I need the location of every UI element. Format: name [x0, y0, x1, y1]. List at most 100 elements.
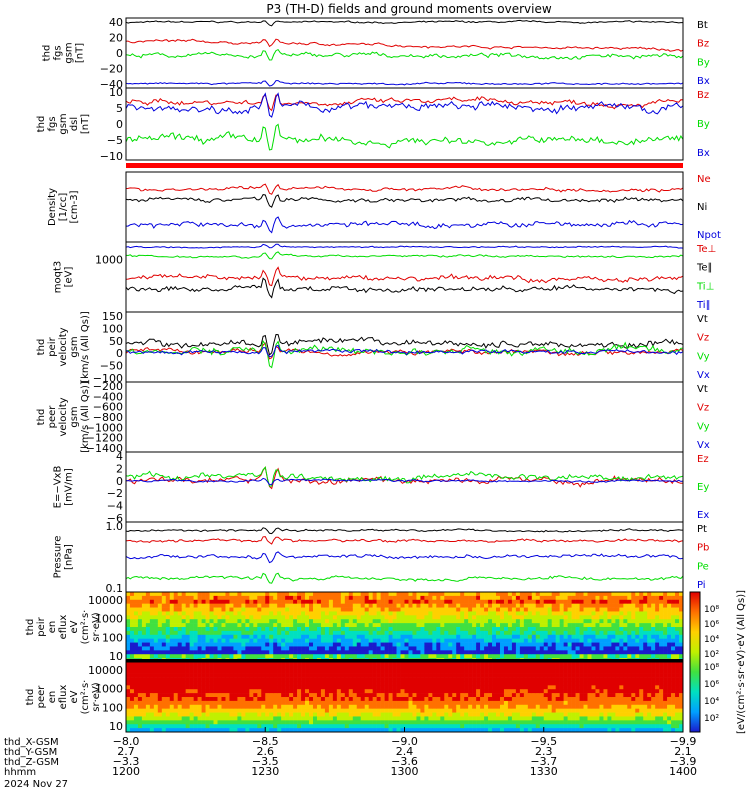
panel-9-cell	[225, 630, 230, 636]
panel-9-cell	[273, 592, 278, 597]
panel-10-cell	[249, 697, 254, 702]
panel-10-cell	[352, 662, 358, 667]
panel-9-cell	[169, 607, 175, 612]
panel-10-cell	[555, 685, 560, 690]
panel-10-cell	[456, 669, 461, 674]
panel-9-cell	[309, 630, 314, 636]
panel-9-cell	[428, 650, 433, 655]
panel-10-cell	[591, 673, 596, 678]
panel-10-cell	[348, 720, 354, 725]
panel-9-cell	[428, 615, 433, 620]
panel-9-cell	[503, 638, 509, 643]
panel-9-cell	[527, 630, 533, 636]
panel-4-ylabel-line-1: moqt3	[53, 261, 64, 294]
panel-10-cell	[305, 728, 310, 733]
panel-9-cell	[488, 654, 493, 659]
panel-10-cell	[165, 681, 171, 686]
panel-10-cell	[468, 720, 473, 725]
panel-9-cell	[591, 638, 596, 643]
panel-9-cell	[157, 619, 163, 624]
panel-10-cell	[615, 689, 620, 694]
panel-10-cell	[480, 724, 485, 729]
panel-9-cell	[452, 603, 457, 608]
panel-8-ytick-1: 1.0	[106, 520, 124, 533]
panel-10-cell	[595, 681, 600, 686]
panel-1-ytick-1: 40	[109, 16, 123, 29]
panel-9-cell	[348, 634, 354, 639]
panel-9-cell	[169, 627, 175, 632]
panel-9-cell	[503, 607, 509, 612]
panel-9-cell	[555, 630, 560, 636]
panel-9-cell	[400, 607, 405, 612]
panel-9-cell	[305, 650, 310, 655]
panel-9-cell	[623, 646, 628, 651]
panel-9-cell	[388, 603, 393, 608]
panel-9-cell	[336, 630, 342, 636]
panel-10-cell	[293, 697, 298, 702]
panel-9-cell	[253, 599, 258, 604]
panel-9-cell	[583, 615, 588, 620]
panel-9-cell	[269, 603, 274, 608]
panel-10-cell	[126, 693, 131, 698]
panel-10-cell	[133, 673, 139, 678]
panel-9-cell	[193, 615, 198, 620]
panel-10-cell	[615, 712, 620, 717]
panel-10-cell	[301, 677, 306, 682]
panel-10-cell	[400, 716, 405, 721]
panel-9-cell	[484, 595, 489, 601]
panel-10-cell	[623, 689, 628, 694]
panel-10-cell	[285, 724, 290, 729]
panel-9-cell	[412, 611, 417, 616]
panel-10-cell	[484, 665, 489, 671]
panel-9-cell	[611, 592, 616, 597]
panel-10-cell	[364, 712, 369, 717]
panel-9-cell	[189, 630, 194, 636]
panel-9-cell	[336, 615, 342, 620]
panel-10-cell	[316, 685, 322, 690]
panel-10-cell	[440, 693, 445, 698]
panel-10-cell	[531, 700, 537, 706]
panel-10-cell	[543, 677, 549, 682]
panel-9-cell	[344, 654, 350, 659]
panel-10-cell	[591, 697, 596, 702]
panel-9-cell	[543, 607, 549, 612]
panel-9-cell	[440, 638, 445, 643]
panel-10-cell	[444, 665, 449, 671]
panel-10-cell	[511, 720, 517, 725]
panel-9-cell	[547, 615, 553, 620]
panel-10-cell	[340, 677, 346, 682]
panel-9-cell	[675, 630, 680, 636]
panel-9-cell	[316, 627, 322, 632]
panel-10-cell	[468, 681, 473, 686]
panel-10-cell	[229, 700, 234, 706]
panel-10-cell	[217, 728, 222, 733]
panel-9-cell	[448, 634, 453, 639]
panel-7-series-3-line	[125, 477, 684, 486]
panel-9-cell	[352, 650, 358, 655]
panel-10-cell	[603, 681, 608, 686]
panel-9-cell	[456, 623, 461, 628]
panel-10-cell	[209, 697, 214, 702]
panel-10-cell	[480, 685, 485, 690]
panel-9-cell	[213, 642, 218, 647]
panel-9-cell	[643, 595, 648, 601]
panel-9-cell	[575, 619, 580, 624]
panel-10-cell	[384, 669, 389, 674]
panel-9-cell	[277, 630, 282, 636]
panel-10-cell	[332, 704, 338, 709]
panel-10-cell	[213, 693, 218, 698]
panel-9-cell	[209, 638, 214, 643]
panel-10-cell	[185, 728, 190, 733]
panel-10-cell	[324, 669, 330, 674]
panel-10-cell	[611, 662, 616, 667]
panel-10-cell	[559, 677, 564, 682]
panel-9-cell	[169, 592, 175, 597]
panel-9-cell	[575, 650, 580, 655]
panel-5-ytick-1: 150	[102, 310, 123, 323]
panel-10-cell	[519, 681, 525, 686]
panel-9-cell	[472, 619, 477, 624]
panel-10-cell	[376, 669, 381, 674]
panel-10-cell	[635, 685, 640, 690]
panel-9-cell	[615, 603, 620, 608]
panel-9-cell	[599, 627, 604, 632]
